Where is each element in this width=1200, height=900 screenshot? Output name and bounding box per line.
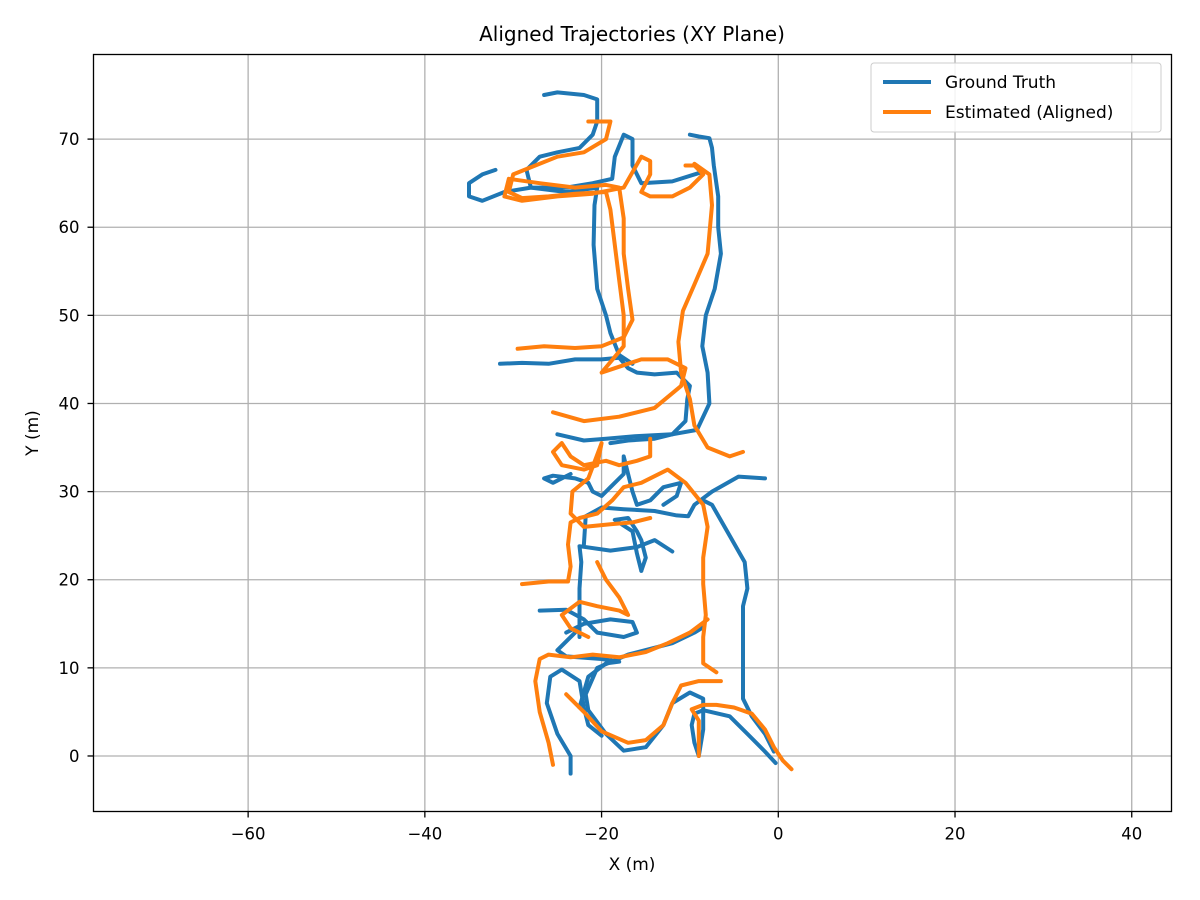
trajectory-path (498, 355, 692, 446)
trajectory-path (502, 154, 706, 351)
y-tick-label: 70 (59, 130, 80, 149)
plot-frame (92, 53, 1173, 813)
trajectory-path (559, 560, 631, 639)
y-tick-label: 0 (69, 747, 80, 766)
x-tick-label: 0 (773, 825, 784, 844)
x-tick-label: −60 (231, 825, 266, 844)
y-axis-ticks: 0 10 20 30 40 50 60 70 (59, 130, 94, 766)
trajectory-path (520, 467, 719, 675)
trajectory-path (533, 617, 710, 767)
trajectory-path (564, 679, 723, 745)
chart-title: Aligned Trajectories (XY Plane) (479, 22, 785, 46)
x-tick-label: 40 (1121, 825, 1142, 844)
x-tick-label: 20 (945, 825, 966, 844)
legend-label-estimated: Estimated (Aligned) (945, 103, 1113, 123)
y-tick-label: 60 (59, 218, 80, 237)
trajectory-path (583, 625, 778, 765)
legend-box (870, 62, 1162, 133)
y-tick-label: 40 (59, 394, 80, 413)
trajectory-path (542, 454, 684, 507)
legend-label-ground-truth: Ground Truth (945, 73, 1056, 93)
y-axis-label: Y (m) (23, 410, 43, 457)
trajectory-path (555, 630, 622, 710)
trajectory-path (551, 436, 653, 529)
y-tick-label: 10 (59, 659, 80, 678)
x-axis-label: X (m) (609, 855, 656, 875)
legend: Ground Truth Estimated (Aligned) (870, 62, 1162, 133)
series-layer (467, 90, 794, 776)
trajectory-path (467, 132, 706, 203)
trajectory-path (555, 132, 723, 443)
y-tick-label: 30 (59, 483, 80, 502)
trajectory-path (537, 607, 639, 639)
trajectory-path (676, 161, 745, 459)
trajectory-path (612, 516, 648, 573)
trajectory-path (689, 702, 794, 772)
x-tick-label: −40 (407, 825, 442, 844)
x-axis-ticks: −60 −40 −20 0 20 40 (231, 811, 1142, 844)
trajectory-path (524, 90, 635, 366)
y-tick-label: 20 (59, 571, 80, 590)
series-estimated (502, 119, 794, 772)
y-tick-label: 50 (59, 306, 80, 325)
x-tick-label: −20 (584, 825, 619, 844)
trajectory-path (581, 474, 767, 547)
